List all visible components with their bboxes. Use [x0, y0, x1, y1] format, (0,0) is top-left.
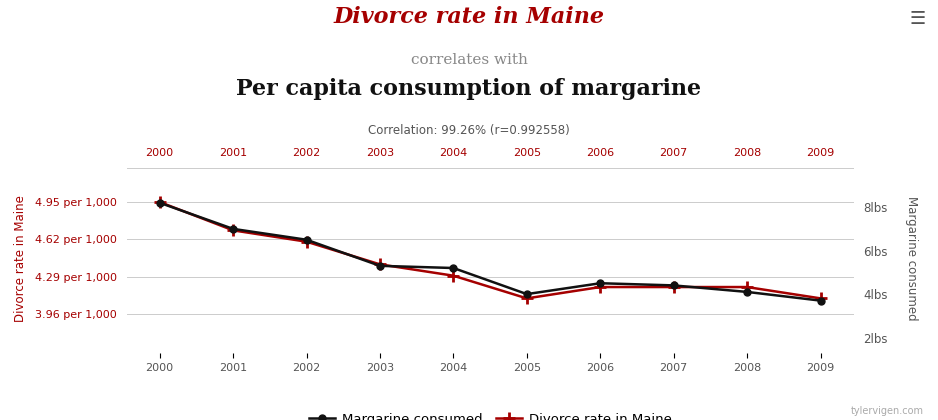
Legend: Margarine consumed, Divorce rate in Maine: Margarine consumed, Divorce rate in Main… — [304, 408, 676, 420]
Text: ☰: ☰ — [909, 10, 926, 29]
Text: Per capita consumption of margarine: Per capita consumption of margarine — [236, 78, 702, 100]
Text: Correlation: 99.26% (r=0.992558): Correlation: 99.26% (r=0.992558) — [368, 124, 570, 137]
Text: correlates with: correlates with — [411, 52, 527, 66]
Text: Divorce rate in Maine: Divorce rate in Maine — [334, 6, 604, 28]
Text: tylervigen.com: tylervigen.com — [851, 406, 924, 416]
Text: Divorce rate in Maine: Divorce rate in Maine — [14, 195, 27, 322]
Text: Margarine consumed: Margarine consumed — [905, 196, 918, 320]
